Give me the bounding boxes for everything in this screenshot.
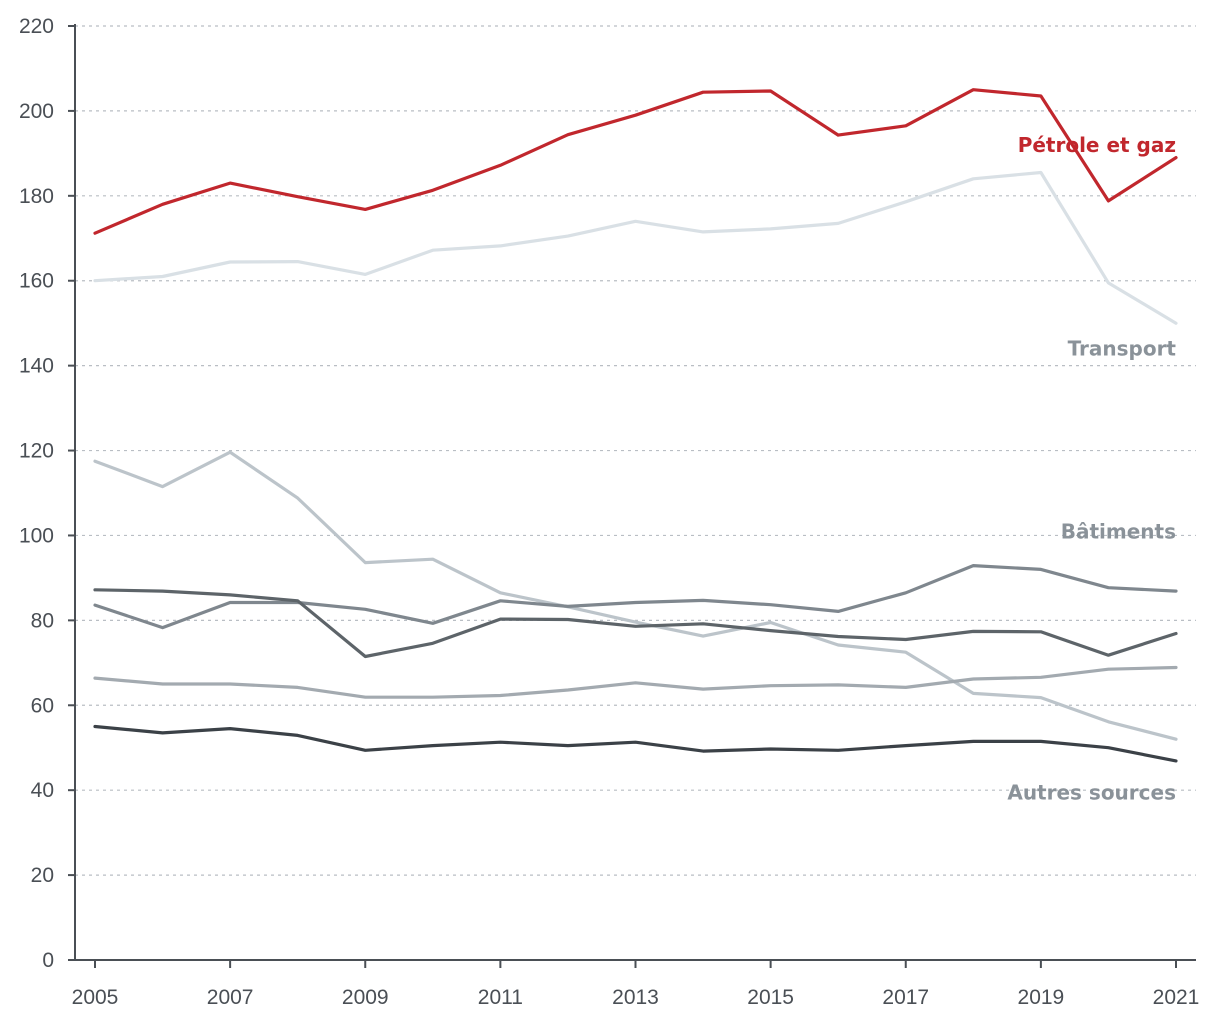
x-tick-label-2009: 2009 xyxy=(342,986,389,1009)
series-line-petrole-et-gaz xyxy=(93,88,1178,235)
x-tick-label-2021: 2021 xyxy=(1153,986,1200,1009)
y-tick-label-0: 0 xyxy=(42,949,54,972)
series-label-autres-sources: Autres sources xyxy=(1007,781,1176,805)
series-lines xyxy=(93,88,1178,763)
y-tick-label-20: 20 xyxy=(31,864,54,887)
y-tick-label-220: 220 xyxy=(19,15,54,38)
series-line-electricite xyxy=(93,450,1178,741)
series-line-batiments xyxy=(93,563,1178,630)
series-labels: Pétrole et gaz Transport Bâtiments Autres s… xyxy=(1007,133,1176,805)
x-tick-label-2011: 2011 xyxy=(478,986,523,1009)
series-line-transport xyxy=(93,170,1178,325)
x-axis-ticks: 2005 2007 2009 2011 2013 2015 2017 2019 2021 xyxy=(72,960,1200,1009)
y-tick-label-140: 140 xyxy=(19,355,54,378)
x-tick-label-2017: 2017 xyxy=(882,986,929,1009)
x-tick-label-2007: 2007 xyxy=(207,986,254,1009)
series-line-agriculture xyxy=(93,665,1178,699)
x-tick-label-2019: 2019 xyxy=(1018,986,1065,1009)
y-tick-label-120: 120 xyxy=(19,440,54,463)
y-tick-label-60: 60 xyxy=(31,694,54,717)
y-tick-label-80: 80 xyxy=(31,609,54,632)
y-tick-label-100: 100 xyxy=(19,524,54,547)
y-tick-label-40: 40 xyxy=(31,779,54,802)
series-line-industrie-lourde xyxy=(93,588,1178,659)
y-tick-label-200: 200 xyxy=(19,100,54,123)
axes xyxy=(74,24,1196,961)
y-tick-label-160: 160 xyxy=(19,270,54,293)
series-label-petrole-et-gaz: Pétrole et gaz xyxy=(1018,133,1176,157)
y-axis-ticks: 0 20 40 60 80 100 120 140 160 180 200 220 xyxy=(19,15,75,972)
series-label-batiments: Bâtiments xyxy=(1061,520,1176,544)
x-tick-label-2005: 2005 xyxy=(72,986,119,1009)
gridlines xyxy=(75,25,1196,876)
y-tick-label-180: 180 xyxy=(19,185,54,208)
series-label-transport: Transport xyxy=(1068,337,1177,361)
x-tick-label-2015: 2015 xyxy=(747,986,794,1009)
x-tick-label-2013: 2013 xyxy=(612,986,659,1009)
series-line-autres-sources xyxy=(93,724,1178,763)
